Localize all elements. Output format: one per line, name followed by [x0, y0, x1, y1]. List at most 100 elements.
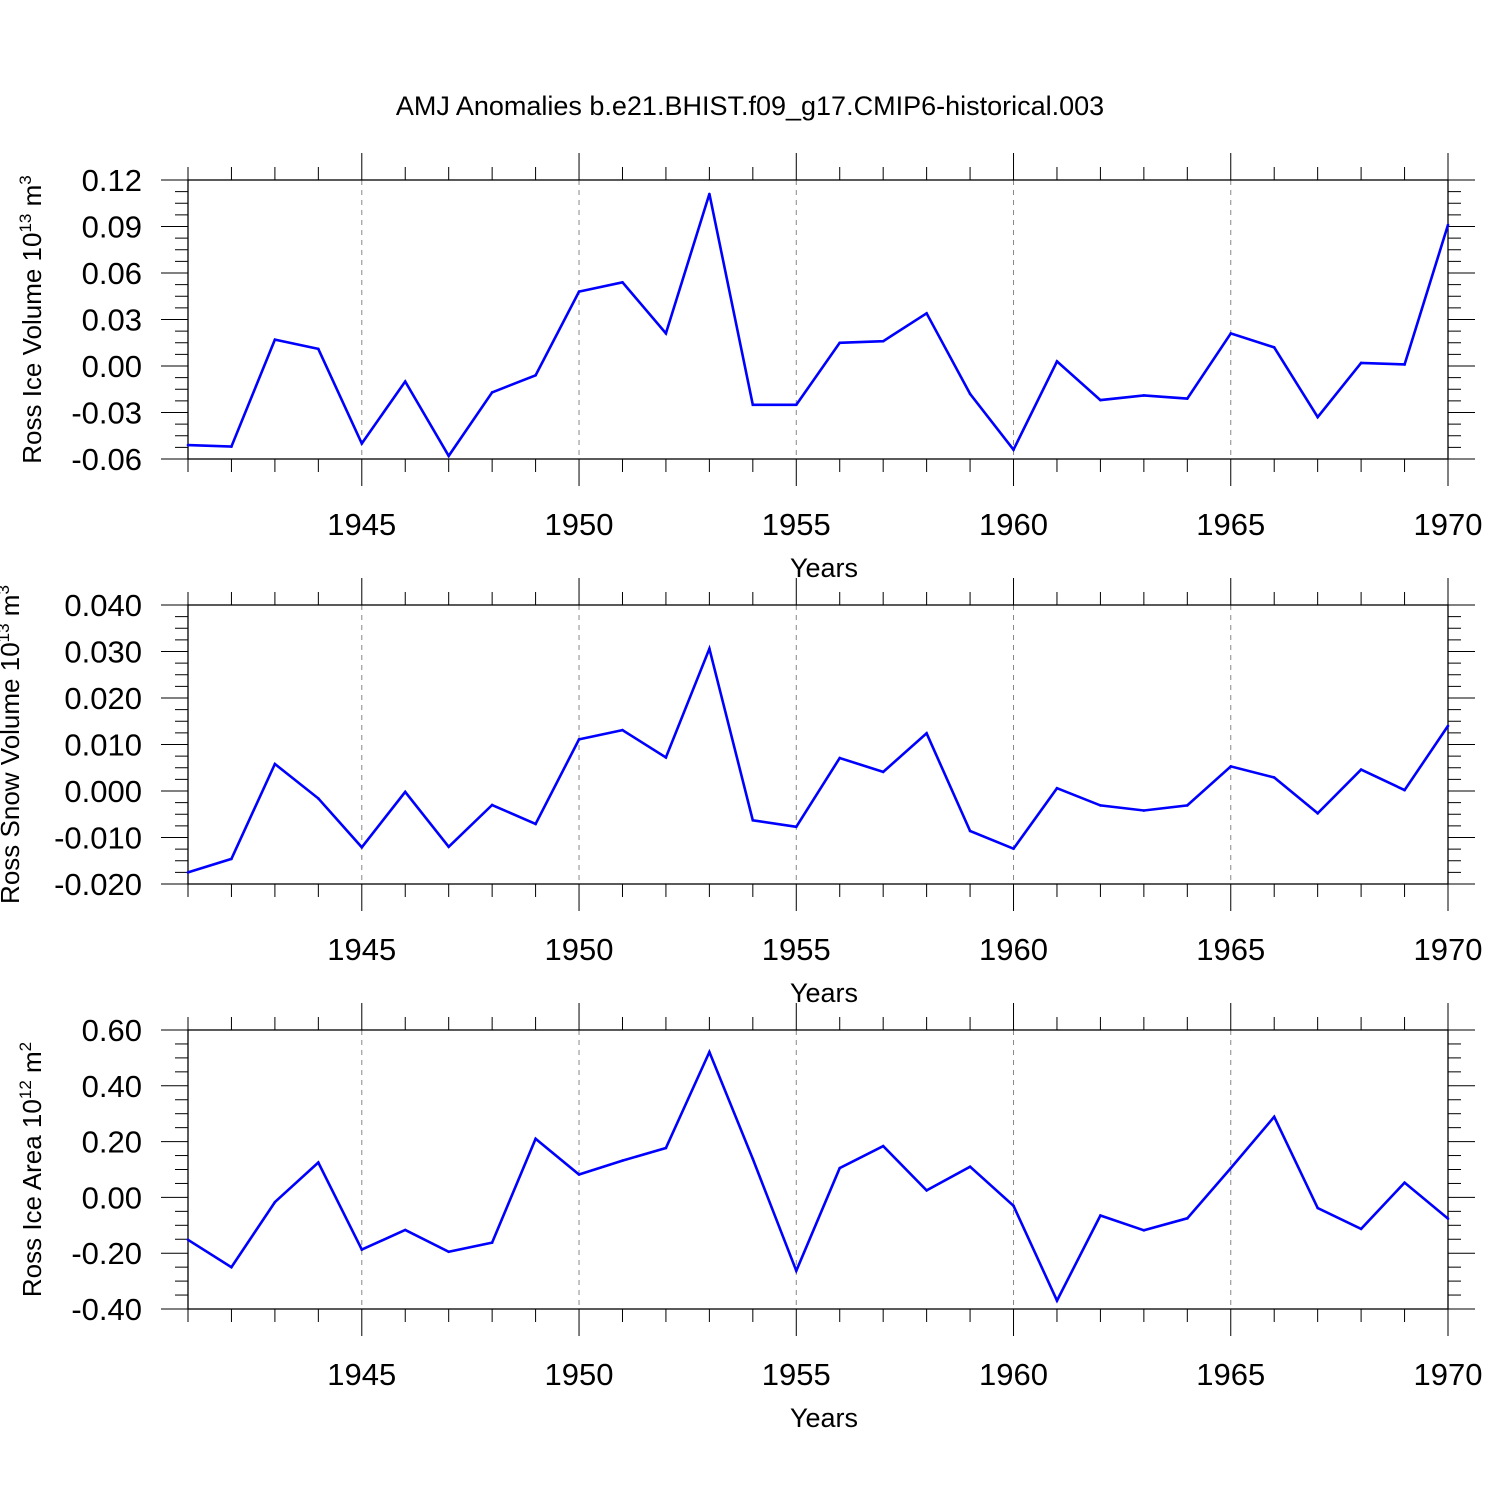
y-tick-label: -0.20 [71, 1236, 142, 1271]
x-tick-label: 1970 [1414, 1357, 1483, 1392]
data-point [186, 1238, 190, 1242]
data-point [490, 391, 494, 394]
data-point [1186, 1217, 1189, 1220]
y-axis-label-unit-exponent: 3 [16, 175, 35, 184]
y-axis-label-exponent: 13 [0, 623, 13, 642]
data-point [1186, 397, 1189, 400]
data-point [838, 756, 842, 760]
data-point [1099, 1214, 1102, 1217]
x-axis-label: Years [790, 978, 858, 1008]
x-tick-label: 1955 [762, 932, 831, 967]
data-point [360, 442, 364, 445]
data-point [925, 1189, 928, 1192]
y-axis-label-unit: m [17, 185, 47, 214]
y-tick-label: 0.00 [82, 1180, 142, 1215]
data-point [621, 281, 624, 284]
data-point [1316, 1206, 1319, 1210]
y-tick-label: -0.06 [71, 442, 142, 477]
data-point [1012, 1204, 1015, 1208]
x-axis-label: Years [790, 1403, 858, 1433]
data-point [1316, 415, 1319, 419]
data-point [1012, 847, 1015, 850]
data-point [1142, 809, 1146, 812]
x-axis-label: Years [790, 553, 858, 583]
y-tick-label: 0.040 [64, 588, 142, 623]
x-tick-label: 1945 [327, 1357, 396, 1392]
data-point [534, 822, 537, 826]
data-point [751, 1157, 755, 1161]
data-point [1403, 363, 1406, 366]
x-tick-label: 1960 [979, 932, 1048, 967]
data-point [794, 1269, 798, 1273]
data-point [1403, 1181, 1406, 1184]
data-point [360, 1248, 364, 1251]
data-point [621, 1159, 624, 1162]
y-tick-label: -0.010 [54, 821, 142, 856]
data-point [1055, 786, 1059, 790]
data-point [881, 339, 885, 343]
data-point [1055, 1299, 1059, 1302]
panels: -0.06 -0.03 0.00 0.03 0.06 0.09 0.12 1945 1950 19… [0, 153, 1482, 1433]
data-point [317, 797, 320, 800]
data-point [447, 454, 450, 458]
data-point [273, 762, 277, 766]
data-point [1359, 768, 1363, 771]
x-tick-label: 1965 [1196, 932, 1265, 967]
data-point [1316, 812, 1319, 815]
data-point [1229, 1166, 1233, 1170]
y-axis-label: Ross Ice Volume 1013 m3 [16, 175, 47, 464]
data-point [1446, 724, 1450, 728]
data-point [447, 845, 450, 849]
data-point [968, 392, 972, 396]
x-tick-label: 1950 [545, 1357, 614, 1392]
data-point [1446, 223, 1450, 227]
chart-panel-2: -0.020 -0.010 0.000 0.010 0.020 0.030 0.040 194… [0, 578, 1482, 1008]
data-point [403, 380, 407, 383]
data-point [317, 1161, 320, 1164]
data-point [360, 845, 364, 849]
data-point [968, 1165, 972, 1169]
y-axis-label-text: Ross Ice Volume 10 [17, 233, 47, 464]
data-point [1403, 788, 1406, 792]
data-point [708, 647, 711, 651]
x-tick-label: 1950 [545, 932, 614, 967]
chart-panel-3: -0.40 -0.20 0.00 0.20 0.40 0.60 1945 1950 1955 19… [16, 1003, 1482, 1433]
y-tick-label: -0.03 [71, 396, 142, 431]
y-tick-label: -0.020 [54, 867, 142, 902]
data-point [490, 1241, 494, 1244]
data-point [751, 818, 755, 822]
data-point [794, 825, 798, 829]
data-point [1359, 361, 1363, 365]
data-point [317, 347, 320, 351]
x-tick-label: 1950 [545, 507, 614, 542]
y-tick-label: 0.03 [82, 303, 142, 338]
series-line [187, 644, 1450, 874]
chart-panel-1: -0.06 -0.03 0.00 0.03 0.06 0.09 0.12 1945 1950 19… [16, 153, 1482, 583]
y-axis-label: Ross Ice Area 1012 m2 [16, 1042, 47, 1297]
data-point [186, 871, 190, 874]
x-tick-label: 1955 [762, 507, 831, 542]
y-axis-label-exponent: 13 [16, 214, 35, 233]
data-point [838, 1166, 842, 1170]
data-point [621, 728, 624, 732]
data-point [1229, 332, 1233, 335]
data-point [838, 341, 842, 345]
data-point [577, 738, 581, 741]
y-tick-label: 0.00 [82, 349, 142, 384]
data-point [794, 403, 798, 407]
y-tick-label: 0.020 [64, 681, 142, 716]
data-point [1186, 804, 1189, 807]
y-tick-label: 0.12 [82, 163, 142, 198]
data-point [1142, 394, 1146, 397]
data-point [1099, 398, 1102, 402]
data-point [925, 732, 928, 735]
data-point [447, 1250, 450, 1254]
y-tick-label: 0.09 [82, 210, 142, 245]
data-point [1446, 1217, 1450, 1220]
y-tick-label: 0.010 [64, 728, 142, 763]
x-tick-label: 1970 [1414, 507, 1483, 542]
data-point [1142, 1229, 1146, 1232]
data-point [664, 332, 668, 335]
y-tick-label: 0.030 [64, 635, 142, 670]
